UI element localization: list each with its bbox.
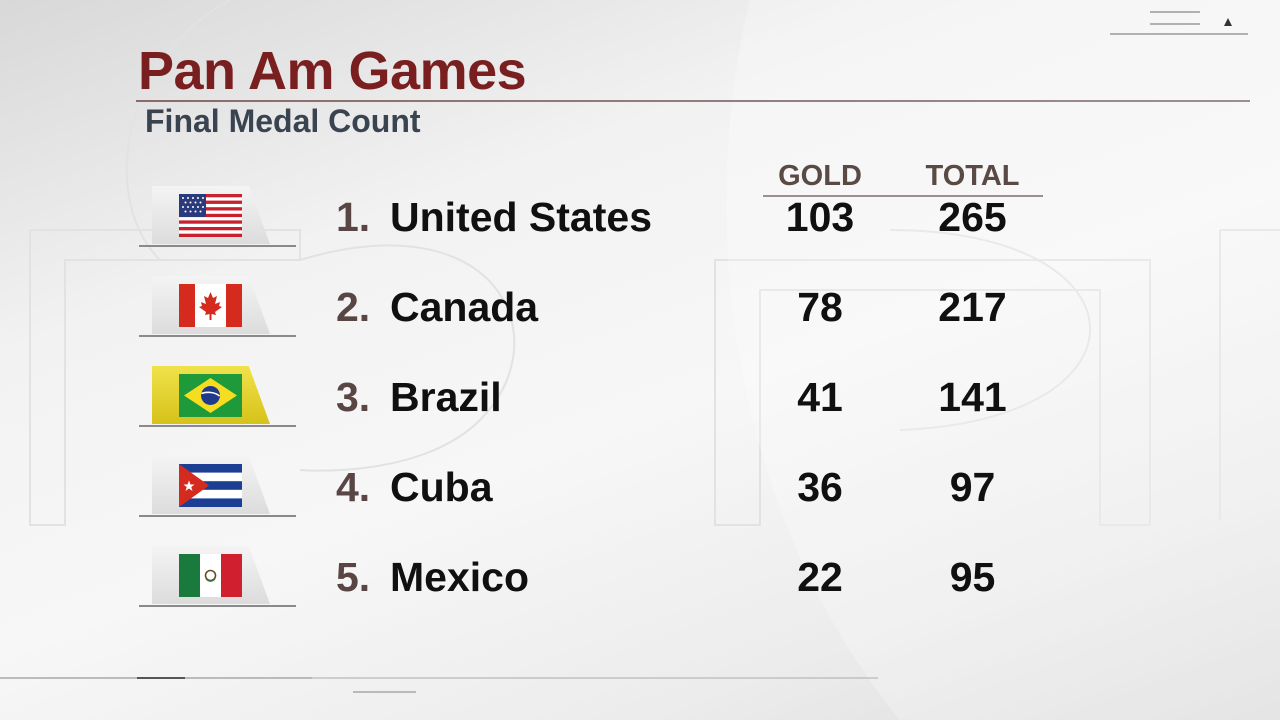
- total-count: 217: [938, 284, 1007, 330]
- rank-label: 2.: [336, 284, 371, 330]
- gold-count: 36: [797, 464, 843, 510]
- table-row: 5. Mexico 22 95: [0, 546, 1280, 636]
- rank-label: 3.: [336, 374, 371, 420]
- gold-count: 103: [785, 194, 855, 240]
- total-count: 97: [949, 464, 996, 510]
- bottom-rule: [0, 677, 878, 693]
- country-name: Canada: [390, 284, 539, 330]
- row-divider: [139, 335, 296, 337]
- rank-label: 4.: [336, 464, 371, 510]
- total-count: 265: [938, 194, 1007, 240]
- row-divider: [139, 515, 296, 517]
- country-name: Mexico: [390, 554, 529, 600]
- cuba-flag-icon: [179, 464, 242, 507]
- total-count: 141: [938, 374, 1007, 420]
- usa-flag-icon: [179, 194, 242, 237]
- table-row: 2. Canada 78 217: [0, 276, 1280, 366]
- brazil-flag-icon: [179, 374, 242, 417]
- page-subtitle: Final Medal Count: [145, 103, 421, 139]
- row-divider: [139, 245, 296, 247]
- gold-count: 41: [797, 374, 843, 420]
- country-name: United States: [390, 194, 652, 240]
- country-name: Brazil: [390, 374, 502, 420]
- table-row: 4. Cuba 36 97: [0, 456, 1280, 546]
- table-row: 1. United States 103 265: [0, 186, 1280, 276]
- corner-indicator: [1110, 11, 1248, 35]
- gold-column-header: GOLD: [778, 160, 862, 192]
- country-name: Cuba: [390, 464, 493, 510]
- row-divider: [139, 425, 296, 427]
- mexico-flag-icon: [179, 554, 242, 597]
- header-divider: [763, 195, 1043, 197]
- canada-flag-icon: [179, 284, 242, 327]
- gold-count: 78: [797, 284, 843, 330]
- page-title: Pan Am Games: [138, 41, 527, 101]
- rank-label: 1.: [336, 194, 371, 240]
- rank-label: 5.: [336, 554, 371, 600]
- table-row: 3. Brazil 41 141: [0, 366, 1280, 456]
- triangle-up-icon: [1224, 18, 1232, 26]
- total-column-header: TOTAL: [925, 160, 1020, 192]
- total-count: 95: [949, 554, 996, 600]
- gold-count: 22: [797, 554, 843, 600]
- row-divider: [139, 605, 296, 607]
- title-divider: [136, 100, 1250, 102]
